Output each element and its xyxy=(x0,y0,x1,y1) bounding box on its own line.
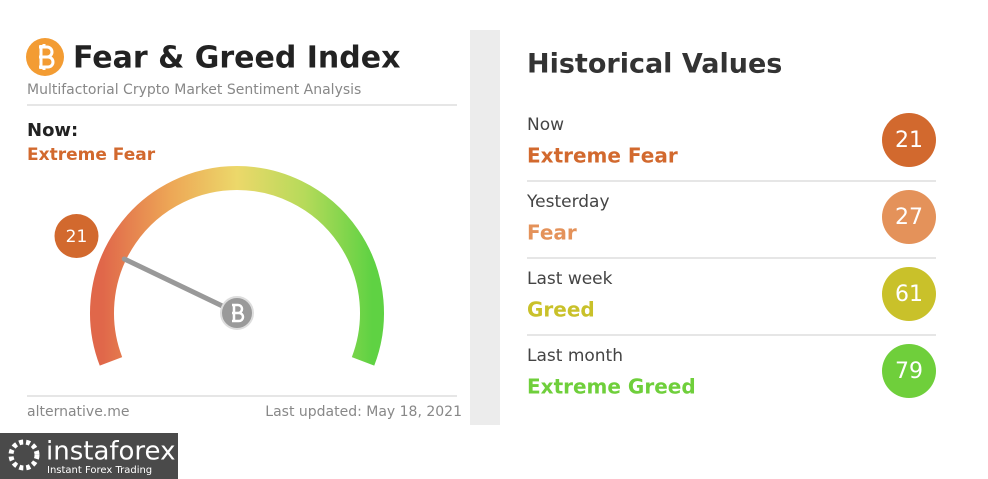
watermark-tagline: Instant Forex Trading xyxy=(47,465,152,476)
row-classification: Extreme Fear xyxy=(527,144,678,168)
gauge-arc xyxy=(90,166,384,366)
footer-updated: Last updated: May 18, 2021 xyxy=(265,404,462,420)
row-value-circle xyxy=(882,267,936,321)
row-value: 61 xyxy=(895,282,923,307)
watermark-brand: instaforex xyxy=(46,437,175,467)
title: Fear & Greed Index xyxy=(73,41,400,76)
row-classification: Greed xyxy=(527,298,595,322)
historical-list: Now Extreme Fear 21 Yesterday Fear 27 Last wee… xyxy=(526,113,936,399)
gauge-needle xyxy=(121,256,240,316)
row-classification: Extreme Greed xyxy=(527,375,696,399)
row-value-circle xyxy=(882,190,936,244)
row-label: Yesterday xyxy=(526,192,610,212)
row-value-circle xyxy=(882,344,936,398)
divider xyxy=(470,30,500,425)
row-classification: Fear xyxy=(527,221,577,245)
subtitle: Multifactorial Crypto Market Sentiment A… xyxy=(27,82,361,98)
watermark-icon xyxy=(8,439,40,471)
now-label: Now: xyxy=(27,120,78,141)
footer-source: alternative.me xyxy=(27,404,130,420)
row-value-circle xyxy=(882,113,936,167)
bitcoin-glyph xyxy=(39,44,55,70)
historical-title: Historical Values xyxy=(527,49,782,80)
row-value: 27 xyxy=(895,205,923,230)
row-value: 79 xyxy=(895,359,923,384)
now-classification: Extreme Fear xyxy=(27,145,156,165)
gauge: 21 xyxy=(54,166,384,366)
row-label: Last week xyxy=(527,269,613,289)
gauge-value: 21 xyxy=(66,227,88,247)
gauge-value-bubble xyxy=(54,214,99,259)
row-label: Last month xyxy=(527,346,623,366)
row-label: Now xyxy=(527,115,564,135)
row-value: 21 xyxy=(895,128,923,153)
gauge-hub-glyph xyxy=(232,303,245,323)
